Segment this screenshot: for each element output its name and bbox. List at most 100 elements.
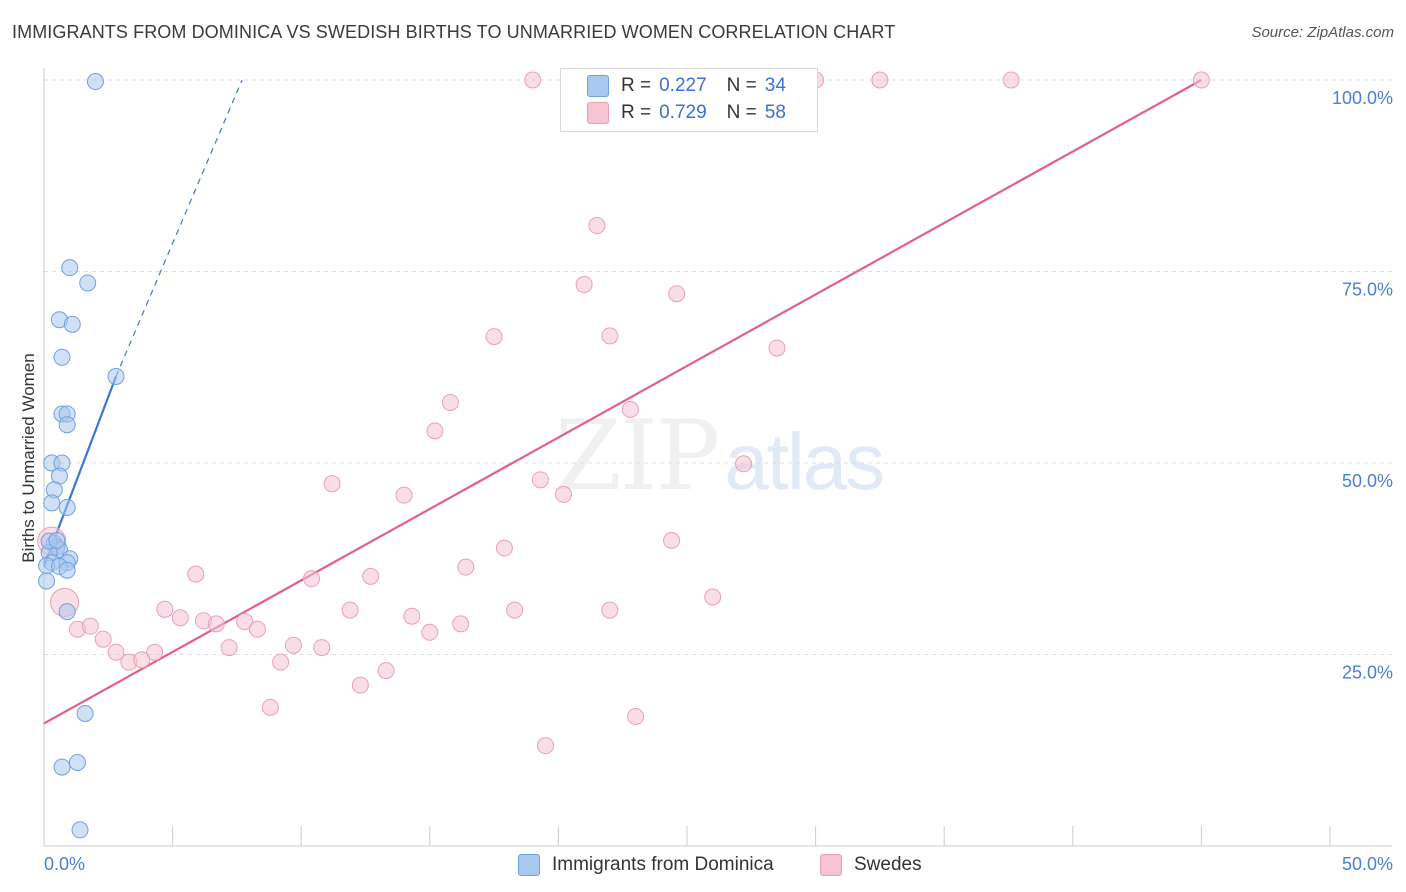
swedes-point xyxy=(871,71,889,89)
dominica-point xyxy=(58,603,76,621)
swedes-point xyxy=(668,285,686,303)
swedes-point xyxy=(524,71,542,89)
swedes-point xyxy=(1002,71,1020,89)
trendline-swedes xyxy=(43,79,1202,725)
swedes-point xyxy=(495,539,513,557)
grid xyxy=(44,79,1392,655)
source-label: Source: ZipAtlas.com xyxy=(1251,24,1394,41)
bottom-legend-swatch-dominica xyxy=(518,854,540,876)
x-tick-label: 0.0% xyxy=(44,854,85,874)
swedes-point xyxy=(426,422,444,440)
swedes-point xyxy=(323,475,341,493)
dominica-point xyxy=(48,531,66,549)
dominica-point xyxy=(107,367,125,385)
swedes-point xyxy=(94,630,112,648)
watermark: ZIPatlas xyxy=(555,400,885,512)
swedes-point xyxy=(207,615,225,633)
swedes-point xyxy=(156,600,174,618)
y-tick-label: 50.0% xyxy=(1342,471,1393,491)
legend-n-label: N = xyxy=(726,75,757,96)
watermark-zip: ZIP xyxy=(555,400,720,512)
legend-r-value: 0.227 xyxy=(659,75,707,96)
trendline-dominica-extension xyxy=(115,79,243,377)
dominica-point xyxy=(63,315,81,333)
swedes-point xyxy=(621,400,639,418)
swedes-point xyxy=(261,698,279,716)
swedes-point xyxy=(377,662,395,680)
swedes-point xyxy=(248,620,266,638)
swedes-point xyxy=(284,636,302,654)
swedes-point xyxy=(441,393,459,411)
x-tick-label: 50.0% xyxy=(1342,854,1393,874)
swedes-point xyxy=(575,276,593,294)
legend-r-value: 0.729 xyxy=(659,102,707,123)
swedes-point xyxy=(187,565,205,583)
swedes-point xyxy=(81,617,99,635)
dominica-point xyxy=(58,416,76,434)
swedes-point xyxy=(146,643,164,661)
swedes-point xyxy=(601,327,619,345)
swedes-point xyxy=(220,639,238,657)
swedes-point xyxy=(351,676,369,694)
swedes-point xyxy=(457,558,475,576)
swedes-point xyxy=(537,737,555,755)
swedes-point xyxy=(555,485,573,503)
dominica-point xyxy=(61,259,79,277)
swedes-point xyxy=(107,643,125,661)
legend-n-value: 34 xyxy=(764,75,786,96)
bottom-legend-swedes: Swedes xyxy=(820,852,922,878)
swedes-point xyxy=(362,567,380,585)
swedes-point xyxy=(506,601,524,619)
dominica-point xyxy=(58,561,76,579)
bottom-legend-label-swedes: Swedes xyxy=(854,854,922,875)
y-tick-label: 25.0% xyxy=(1342,663,1393,683)
swedes-point xyxy=(1192,71,1210,89)
y-tick-label: 75.0% xyxy=(1342,280,1393,300)
dominica-point xyxy=(79,274,97,292)
swedes-point xyxy=(735,455,753,473)
dominica-point xyxy=(53,348,71,366)
dominica-point xyxy=(71,821,89,839)
legend-row-dominica: R = 0.227 N = 34 xyxy=(587,73,786,99)
swedes-point xyxy=(768,339,786,357)
swedes-point xyxy=(403,607,421,625)
legend-r-label: R = xyxy=(621,75,652,96)
legend-r-label: R = xyxy=(621,102,652,123)
chart-title: IMMIGRANTS FROM DOMINICA VS SWEDISH BIRT… xyxy=(12,22,896,42)
swedes-point xyxy=(421,623,439,641)
swedes-point xyxy=(171,609,189,627)
dominica-point xyxy=(53,758,71,776)
dominica-point xyxy=(68,754,86,772)
bottom-legend-dominica: Immigrants from Dominica xyxy=(518,852,774,878)
legend-row-swedes: R = 0.729 N = 58 xyxy=(587,100,786,126)
swedes-point xyxy=(236,613,254,631)
swedes-point xyxy=(302,570,320,588)
swedes-point xyxy=(663,531,681,549)
swedes-point xyxy=(601,601,619,619)
swedes-point xyxy=(341,601,359,619)
legend-swatch-swedes xyxy=(587,102,609,124)
swedes-point xyxy=(627,708,645,726)
swedes-point xyxy=(588,217,606,235)
swedes-point xyxy=(531,471,549,489)
swedes-point xyxy=(313,639,331,657)
swedes-point xyxy=(704,588,722,606)
y-axis-title: Births to Unmarried Women xyxy=(19,353,38,562)
dominica-point xyxy=(86,73,104,91)
swedes-point xyxy=(395,486,413,504)
dominica-point xyxy=(43,494,61,512)
bottom-legend-label-dominica: Immigrants from Dominica xyxy=(552,854,774,875)
swedes-point xyxy=(452,615,470,633)
legend-n-label: N = xyxy=(726,102,757,123)
axes xyxy=(43,68,1392,847)
tick-labels: 100.0% 75.0% 50.0% 25.0% 0.0% 50.0% xyxy=(44,88,1393,874)
dominica-point xyxy=(38,572,56,590)
dominica-points xyxy=(38,73,125,839)
swedes-point xyxy=(133,651,151,669)
legend-n-value: 58 xyxy=(764,102,786,123)
dominica-point xyxy=(58,498,76,516)
legend-swatch-dominica xyxy=(587,75,609,97)
dominica-point xyxy=(76,704,94,722)
correlation-legend: R = 0.227 N = 34 R = 0.729 N = 58 xyxy=(560,68,818,132)
